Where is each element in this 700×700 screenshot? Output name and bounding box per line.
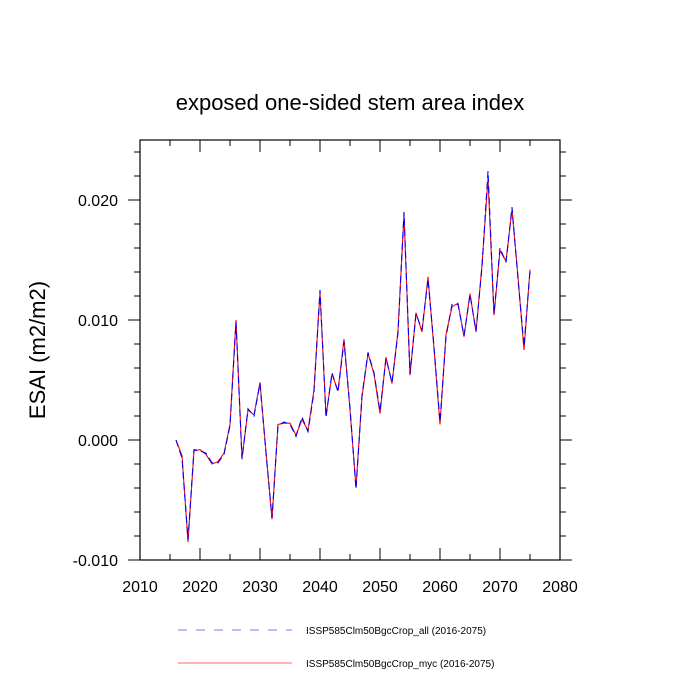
y-tick-labels: -0.010 0.000 0.010 0.020	[73, 193, 118, 570]
x-tick-labels: 2010 2020 2030 2040 2050 2060 2070 2080	[122, 579, 578, 596]
x-tick-label: 2070	[482, 579, 518, 596]
y-tick-label: -0.010	[73, 553, 118, 570]
x-tick-label: 2030	[242, 579, 278, 596]
x-tick-label: 2080	[542, 579, 578, 596]
legend-label: ISSP585Clm50BgcCrop_myc (2016-2075)	[306, 659, 494, 670]
legend-label: ISSP585Clm50BgcCrop_all (2016-2075)	[306, 626, 486, 637]
series-line-all	[175, 171, 531, 540]
y-axis-label: ESAI (m2/m2)	[25, 281, 50, 419]
legend: ISSP585Clm50BgcCrop_all (2016-2075) ISSP5…	[178, 626, 494, 670]
y-tick-label: 0.010	[78, 313, 118, 330]
x-tick-label: 2050	[362, 579, 398, 596]
x-tick-label: 2060	[422, 579, 458, 596]
series-line-myc	[175, 178, 531, 543]
x-tick-label: 2040	[302, 579, 338, 596]
y-tick-label: 0.000	[78, 433, 118, 450]
x-tick-label: 2020	[182, 579, 218, 596]
chart-title: exposed one-sided stem area index	[176, 90, 525, 115]
axis-ticks	[128, 140, 572, 561]
series-lines	[175, 171, 531, 543]
plot-frame	[139, 139, 561, 561]
x-tick-label: 2010	[122, 579, 158, 596]
y-tick-label: 0.020	[78, 193, 118, 210]
